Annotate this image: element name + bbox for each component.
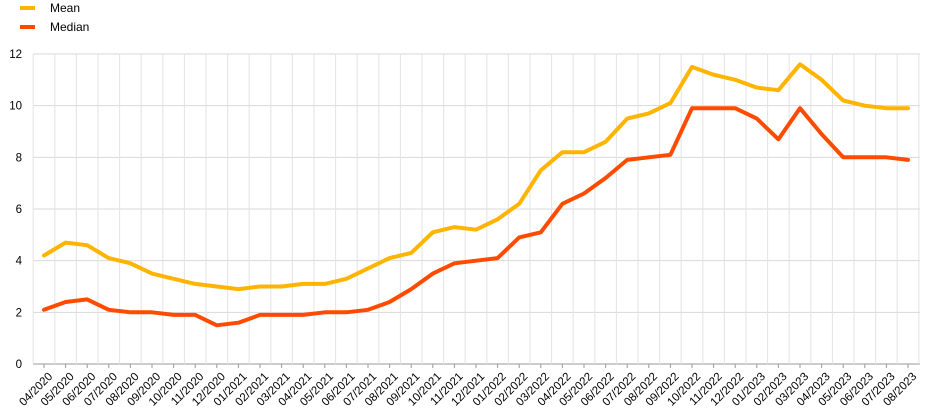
legend-item-median: Median xyxy=(20,20,89,34)
y-tick-label: 0 xyxy=(16,359,22,371)
series-line-mean xyxy=(42,62,910,292)
series-line-median xyxy=(42,106,910,328)
y-tick-label: 10 xyxy=(9,101,22,113)
y-tick-label: 6 xyxy=(16,204,22,216)
legend-label-median: Median xyxy=(50,20,90,34)
legend-swatch-mean xyxy=(20,6,35,10)
y-tick-label: 4 xyxy=(16,256,23,268)
y-tick-label: 2 xyxy=(16,307,22,319)
y-tick-label: 12 xyxy=(9,49,22,61)
y-tick-label: 8 xyxy=(16,152,22,164)
legend-label-mean: Mean xyxy=(50,1,81,15)
legend-swatch-median xyxy=(20,25,35,29)
legend-item-mean: Mean xyxy=(20,1,80,15)
